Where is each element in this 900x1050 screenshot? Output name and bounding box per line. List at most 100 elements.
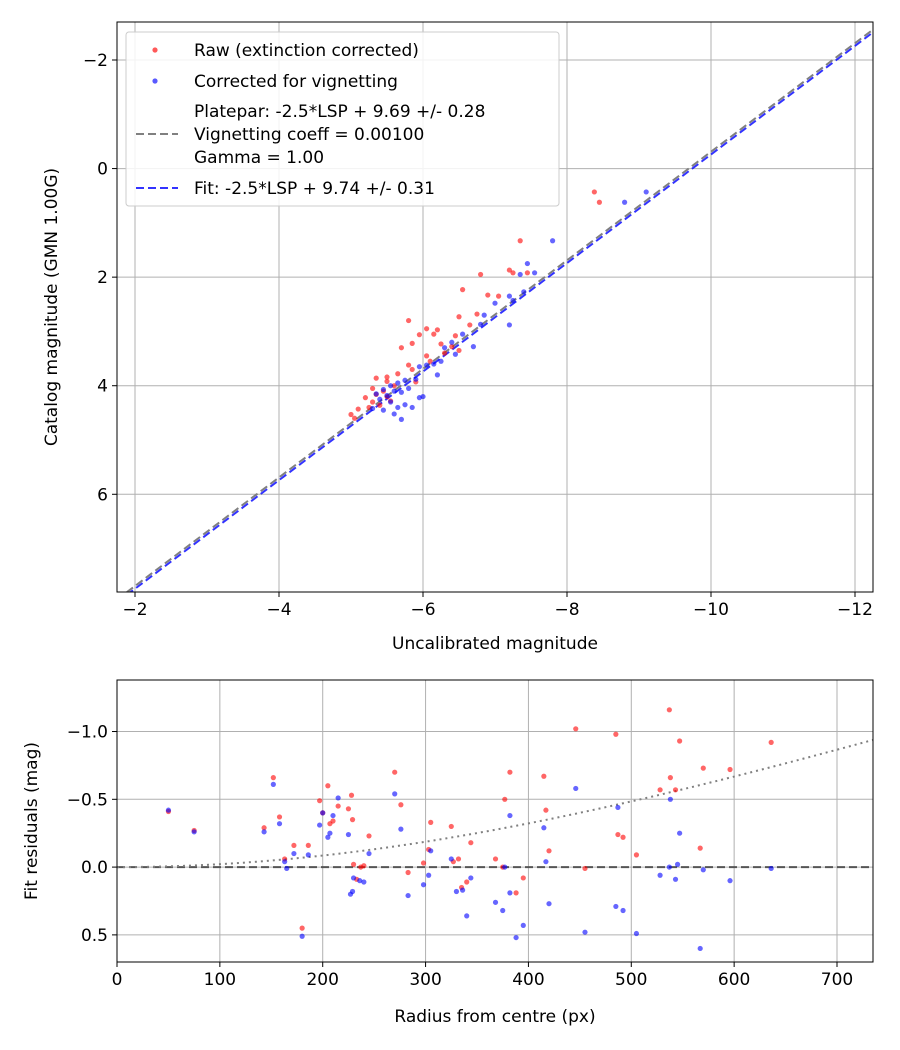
raw-point (370, 399, 376, 405)
raw-point (406, 317, 412, 324)
raw-point (615, 831, 621, 838)
corrected-point (380, 386, 386, 393)
corrected-point (398, 389, 404, 395)
corrected-point (460, 887, 466, 893)
corrected-point (521, 289, 527, 295)
corrected-point (510, 297, 516, 304)
y-tick-label: −2 (83, 51, 108, 71)
corrected-point (261, 829, 267, 835)
raw-point (299, 925, 305, 931)
raw-point (361, 863, 367, 869)
x-tick-label: −6 (410, 600, 435, 620)
y-tick-label: −1.0 (67, 723, 108, 743)
corrected-point (373, 391, 379, 397)
corrected-point (325, 834, 331, 840)
plot-frame (116, 21, 874, 593)
corrected-point (513, 934, 519, 941)
raw-point (524, 270, 531, 276)
raw-point (667, 775, 673, 781)
y-axis-label: Catalog magnitude (GMN 1.00G) (42, 168, 62, 446)
legend-marker-corrected (152, 78, 158, 84)
corrected-point (388, 399, 394, 405)
raw-point (543, 807, 549, 813)
raw-point (335, 803, 341, 809)
raw-point (384, 378, 390, 384)
corrected-point (349, 888, 356, 895)
x-tick-label: 700 (821, 970, 853, 990)
corrected-point (460, 331, 466, 337)
corrected-point (517, 271, 523, 278)
corrected-point (768, 865, 774, 872)
y-tick-label: 0.0 (81, 858, 108, 878)
x-axis-label: Radius from centre (px) (394, 1007, 595, 1027)
corrected-point (468, 875, 474, 881)
legend-label-platepar-2: Vignetting coeff = 0.00100 (194, 125, 424, 145)
raw-point (409, 366, 415, 373)
corrected-point (520, 922, 526, 928)
raw-point (261, 825, 267, 831)
corrected-point (532, 270, 538, 276)
raw-point (448, 823, 454, 830)
corrected-point (449, 339, 455, 345)
raw-point (355, 406, 361, 412)
corrected-point (633, 930, 640, 937)
raw-point (449, 344, 455, 350)
corrected-point (478, 321, 484, 327)
raw-point (431, 331, 437, 337)
corrected-point (524, 260, 531, 267)
legend: Raw (extinction corrected) Corrected for… (125, 31, 560, 207)
raw-point (546, 848, 552, 854)
corrected-point (402, 377, 408, 383)
raw-point (349, 817, 356, 823)
legend-label-platepar-3: Gamma = 1.00 (194, 148, 324, 168)
raw-point (666, 707, 672, 713)
corrected-point (276, 821, 283, 827)
x-tick-label: −8 (554, 600, 579, 620)
corrected-point (697, 945, 703, 952)
data-points (165, 707, 774, 952)
x-ticks: −2 −4 −6 −8 −10 −12 (122, 592, 873, 620)
corrected-point (622, 199, 628, 205)
corrected-point (442, 345, 448, 351)
raw-point (464, 879, 470, 885)
y-tick-label: −0.5 (67, 790, 108, 810)
legend-label-fit: Fit: -2.5*LSP + 9.74 +/- 0.31 (194, 179, 435, 199)
raw-point (373, 375, 379, 381)
residuals-chart: 0 100 200 300 400 500 600 700 0.5 0.0 −0.5 −1.0 Ra… (22, 679, 874, 1027)
corrected-point (402, 402, 408, 408)
raw-point (370, 385, 376, 392)
corrected-point (413, 376, 419, 382)
corrected-point (431, 361, 437, 367)
x-tick-label: −2 (122, 600, 147, 620)
raw-point (677, 738, 683, 744)
corrected-point (448, 856, 454, 862)
corrected-point (657, 872, 663, 878)
corrected-point (330, 812, 336, 819)
corrected-point (727, 878, 733, 884)
raw-point (496, 293, 502, 299)
corrected-point (582, 929, 588, 935)
corrected-point (492, 300, 498, 306)
raw-point (591, 189, 597, 195)
raw-point (727, 766, 733, 773)
corrected-point (305, 852, 311, 858)
x-axis-label: Uncalibrated magnitude (392, 634, 598, 654)
raw-point (276, 814, 283, 820)
raw-point (398, 345, 404, 351)
corrected-point (541, 825, 547, 831)
corrected-point (420, 882, 427, 888)
corrected-point (428, 848, 434, 854)
x-tick-label: 300 (409, 970, 441, 990)
corrected-point (667, 796, 673, 802)
corrected-point (613, 903, 619, 910)
corrected-point (424, 362, 430, 368)
corrected-point (643, 189, 649, 195)
corrected-point (507, 890, 513, 896)
corrected-point (492, 899, 499, 905)
corrected-point (416, 364, 422, 370)
legend-marker-raw (152, 47, 158, 53)
raw-point (395, 371, 401, 377)
corrected-point (546, 901, 552, 907)
raw-point (657, 787, 663, 793)
raw-point (438, 341, 444, 347)
